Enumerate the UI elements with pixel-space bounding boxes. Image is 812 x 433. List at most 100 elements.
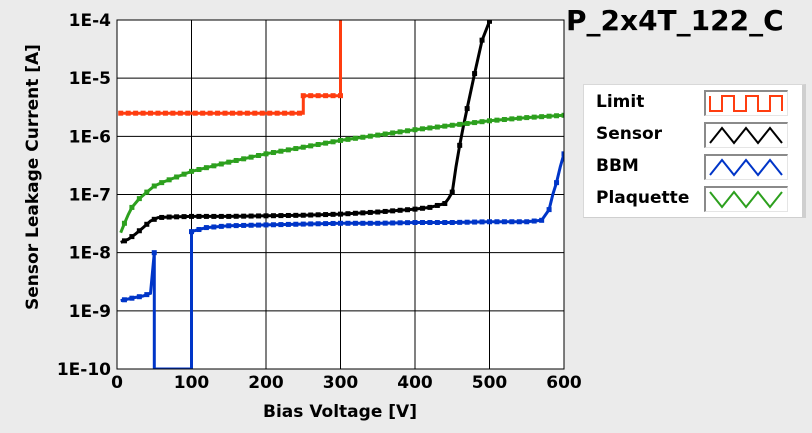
data-point bbox=[125, 110, 131, 116]
data-point bbox=[300, 212, 306, 218]
data-point bbox=[211, 213, 217, 219]
data-point bbox=[270, 213, 276, 219]
data-point bbox=[196, 213, 202, 219]
data-point bbox=[360, 220, 366, 226]
data-point bbox=[218, 223, 224, 229]
data-point bbox=[285, 147, 291, 153]
data-point bbox=[457, 121, 463, 127]
data-point bbox=[159, 180, 165, 186]
x-tick-label: 100 bbox=[174, 373, 210, 393]
chart-title: P_2x4T_122_C bbox=[566, 4, 784, 37]
data-point bbox=[479, 119, 485, 125]
data-point bbox=[308, 143, 314, 149]
data-point bbox=[129, 295, 135, 301]
y-tick-label: 1E-5 bbox=[69, 69, 111, 89]
data-point bbox=[375, 132, 381, 138]
data-point bbox=[144, 221, 150, 227]
data-point bbox=[278, 213, 284, 219]
legend-item-bbm[interactable]: BBM bbox=[584, 152, 799, 182]
data-point bbox=[531, 218, 537, 224]
data-point bbox=[539, 217, 545, 223]
x-tick-labels: 0 100 200 300 400 500 600 bbox=[111, 373, 582, 393]
data-point bbox=[300, 221, 306, 227]
data-point bbox=[270, 150, 276, 156]
data-point bbox=[345, 211, 351, 217]
data-point bbox=[561, 112, 564, 118]
data-point bbox=[449, 220, 455, 226]
data-point bbox=[494, 117, 500, 123]
data-point bbox=[278, 222, 284, 228]
data-point bbox=[382, 208, 388, 214]
legend-item-sensor[interactable]: Sensor bbox=[584, 120, 799, 150]
data-point bbox=[211, 163, 217, 169]
data-point bbox=[118, 110, 124, 116]
data-point bbox=[278, 148, 284, 154]
data-point bbox=[442, 201, 448, 207]
legend-label-sensor: Sensor bbox=[596, 124, 663, 144]
data-point bbox=[412, 220, 418, 226]
data-point bbox=[233, 157, 239, 163]
data-point bbox=[203, 213, 209, 219]
data-point bbox=[189, 229, 194, 235]
data-point bbox=[293, 146, 299, 152]
data-point bbox=[352, 220, 358, 226]
data-point bbox=[133, 110, 139, 116]
data-point bbox=[297, 110, 303, 116]
data-point bbox=[323, 140, 329, 146]
data-point bbox=[382, 220, 388, 226]
data-point bbox=[181, 171, 187, 177]
y-tick-label: 1E-7 bbox=[69, 186, 111, 206]
data-point bbox=[189, 213, 194, 219]
square-wave-icon bbox=[709, 95, 783, 112]
x-tick-label: 300 bbox=[323, 373, 359, 393]
plot-frame bbox=[116, 19, 565, 370]
data-point bbox=[144, 292, 150, 298]
data-point bbox=[554, 113, 560, 119]
data-point bbox=[315, 212, 321, 218]
legend-swatch-sensor bbox=[704, 122, 788, 148]
data-point bbox=[539, 114, 545, 120]
data-point bbox=[237, 110, 243, 116]
data-point bbox=[196, 227, 202, 233]
data-point bbox=[218, 161, 224, 167]
legend-item-plaquette[interactable]: Plaquette bbox=[584, 184, 799, 214]
data-point bbox=[494, 219, 500, 225]
data-point bbox=[215, 110, 221, 116]
data-point bbox=[121, 220, 127, 226]
data-point bbox=[140, 110, 146, 116]
data-point bbox=[218, 213, 224, 219]
data-point bbox=[338, 137, 343, 143]
data-point bbox=[427, 220, 433, 226]
data-point bbox=[151, 250, 157, 256]
data-point bbox=[256, 222, 262, 228]
x-tick-label: 600 bbox=[546, 373, 582, 393]
data-point bbox=[241, 213, 247, 219]
data-point bbox=[166, 177, 172, 183]
data-point bbox=[375, 209, 381, 215]
data-point bbox=[419, 205, 425, 211]
data-point bbox=[405, 128, 411, 134]
x-tick-label: 0 bbox=[111, 373, 123, 393]
x-tick-label: 400 bbox=[397, 373, 433, 393]
data-point bbox=[390, 220, 396, 226]
x-tick-label: 500 bbox=[472, 373, 508, 393]
data-point bbox=[330, 220, 336, 226]
data-point bbox=[248, 213, 254, 219]
data-point bbox=[323, 221, 329, 227]
data-point bbox=[397, 220, 403, 226]
data-point bbox=[449, 122, 455, 128]
legend-swatch-limit bbox=[704, 90, 788, 116]
data-point bbox=[200, 110, 206, 116]
data-point bbox=[375, 220, 381, 226]
data-point bbox=[256, 153, 262, 159]
data-point bbox=[129, 234, 135, 240]
legend-item-limit[interactable]: Limit bbox=[584, 88, 799, 118]
data-point bbox=[516, 115, 522, 121]
data-point bbox=[151, 216, 157, 222]
data-point bbox=[487, 118, 492, 124]
zigzag-icon bbox=[709, 126, 783, 145]
data-point bbox=[367, 133, 373, 139]
legend-label-bbm: BBM bbox=[596, 156, 639, 176]
data-point bbox=[241, 156, 247, 162]
data-point bbox=[159, 214, 165, 220]
